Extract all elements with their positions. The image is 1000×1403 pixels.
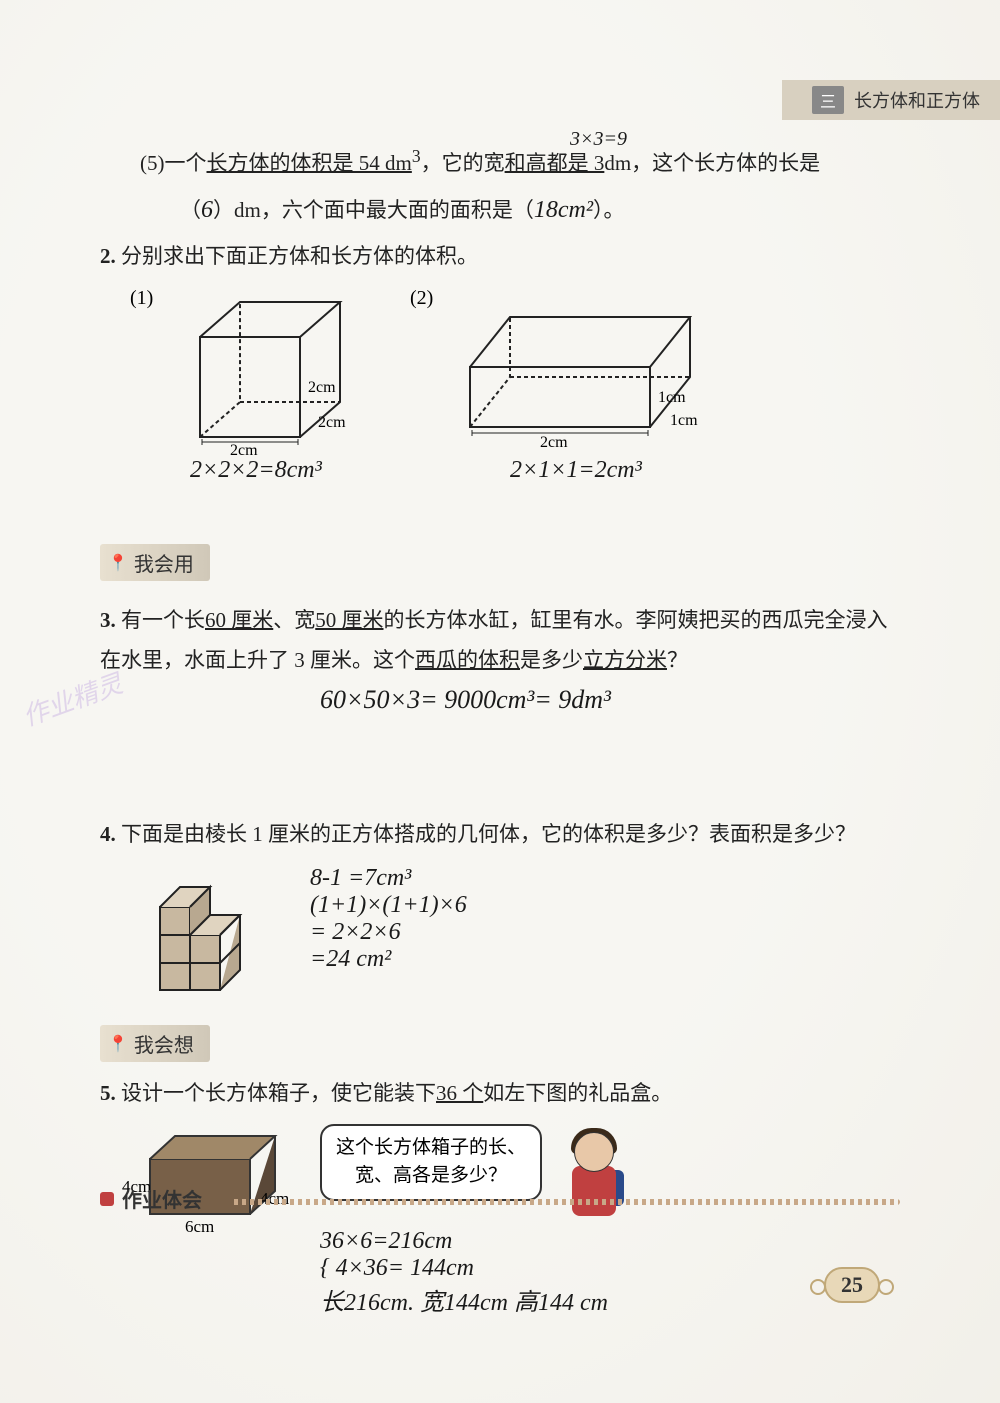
dim-a: 2cm	[230, 442, 258, 457]
wavy-divider	[230, 1199, 900, 1205]
q2-figures: (1) 2cm 2cm 2cm 2×2×2=8cm³	[160, 287, 900, 484]
thumbtack-icon: 📍	[108, 1034, 128, 1054]
q2-fig1: (1) 2cm 2cm 2cm 2×2×2=8cm³	[160, 287, 360, 484]
chapter-tab: 三 长方体和正方体	[782, 80, 1000, 120]
page-number: 25	[824, 1267, 880, 1303]
student-character	[554, 1124, 634, 1224]
dim-b: 1cm	[670, 412, 698, 429]
q4-answers: 8-1 =7cm³ (1+1)×(1+1)×6 = 2×2×6 =24 cm²	[310, 865, 467, 973]
q-num: 5.	[100, 1081, 116, 1105]
q2-fig1-answer: 2×2×2=8cm³	[190, 457, 360, 484]
q2-prompt: 2. 分别求出下面正方体和长方体的体积。	[100, 237, 900, 277]
footer-label: 作业体会	[100, 1184, 202, 1213]
answer-length: 6	[201, 197, 213, 223]
dim-a: 2cm	[540, 434, 568, 451]
dim-b: 2cm	[318, 414, 346, 431]
box-w: 6cm	[185, 1217, 214, 1234]
gift-box-diagram: 4cm 4cm 6cm	[120, 1124, 290, 1234]
q2-fig2: (2) 1cm 1cm 2cm 2×1×1=2cm³	[440, 287, 720, 484]
cube-diagram: 2cm 2cm 2cm	[160, 287, 360, 457]
q3-answer: 60×50×3= 9000cm³= 9dm³	[320, 685, 900, 715]
answer-area: 18cm²	[534, 197, 593, 223]
q5-answer-2: { 4×36= 144cm	[320, 1255, 900, 1282]
q2-fig2-answer: 2×1×1=2cm³	[510, 457, 720, 484]
q3-prompt: 3. 有一个长60 厘米、宽50 厘米的长方体水缸，缸里有水。李阿姨把买的西瓜完…	[100, 601, 900, 681]
dim-c: 2cm	[308, 379, 336, 396]
q5-prompt: 5. 设计一个长方体箱子，使它能装下36 个如左下图的礼品盒。	[100, 1074, 900, 1114]
scribble-calc: 3×3=9	[570, 120, 627, 158]
section-use: 📍 我会用	[100, 544, 210, 581]
cuboid-diagram: 1cm 1cm 2cm	[440, 287, 720, 457]
q-num: 3.	[100, 608, 116, 632]
speech-bubble: 这个长方体箱子的长、 宽、高各是多少？	[320, 1124, 542, 1201]
q5-content: 4cm 4cm 6cm 这个长方体箱子的长、 宽、高各是多少？	[100, 1124, 900, 1317]
q-num: (5)	[140, 151, 165, 175]
q-num: 4.	[100, 822, 116, 846]
worksheet-page: 三 长方体和正方体 (5)一个长方体的体积是 54 dm3，它的宽和高都是 3d…	[0, 0, 1000, 1403]
q5-answer-1: 36×6=216cm	[320, 1228, 900, 1255]
section-think: 📍 我会想	[100, 1025, 210, 1062]
footer-dot-icon	[100, 1192, 114, 1206]
chapter-title: 长方体和正方体	[854, 87, 980, 113]
q4-prompt: 4. 下面是由棱长 1 厘米的正方体搭成的几何体，它的体积是多少？表面积是多少？	[100, 815, 900, 855]
q1-5-line2: （6）dm，六个面中最大面的面积是（18cm²）。	[100, 188, 900, 234]
q-num: 2.	[100, 244, 116, 268]
dim-c: 1cm	[658, 389, 686, 406]
q1-5-line1: (5)一个长方体的体积是 54 dm3，它的宽和高都是 3dm，这个长方体的长是…	[100, 140, 900, 184]
q4-content: 8-1 =7cm³ (1+1)×(1+1)×6 = 2×2×6 =24 cm²	[100, 865, 900, 995]
cube-stack-diagram	[130, 865, 280, 995]
chapter-number: 三	[812, 86, 844, 114]
thumbtack-icon: 📍	[108, 553, 128, 573]
